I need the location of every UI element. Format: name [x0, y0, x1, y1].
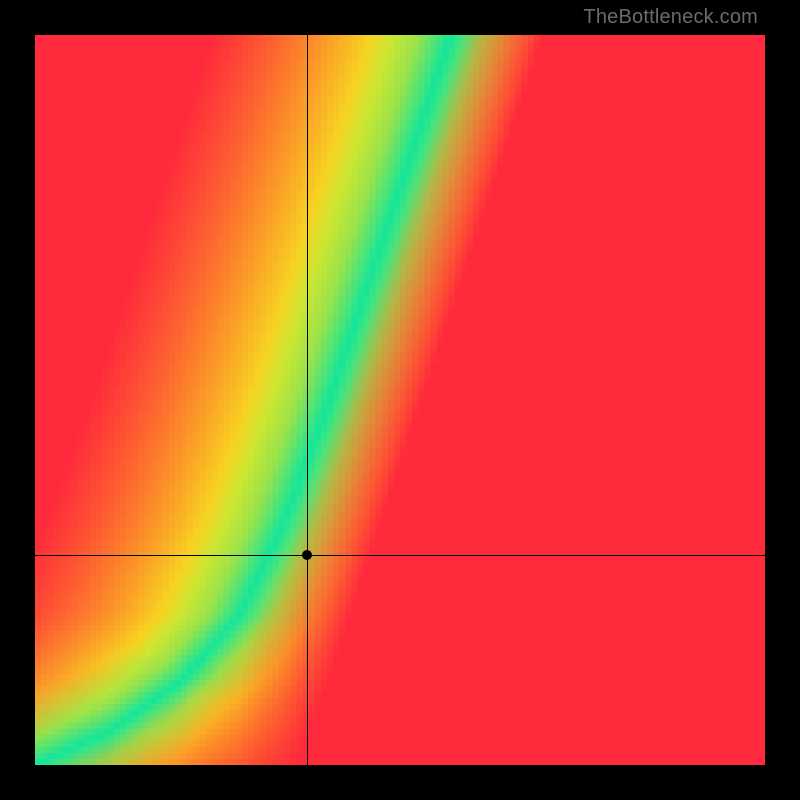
crosshair-horizontal	[35, 555, 765, 556]
watermark-text: TheBottleneck.com	[583, 6, 758, 29]
heatmap-canvas	[35, 35, 765, 765]
heatmap-plot	[35, 35, 765, 765]
crosshair-vertical	[307, 35, 308, 765]
selected-point-dot	[302, 550, 312, 560]
